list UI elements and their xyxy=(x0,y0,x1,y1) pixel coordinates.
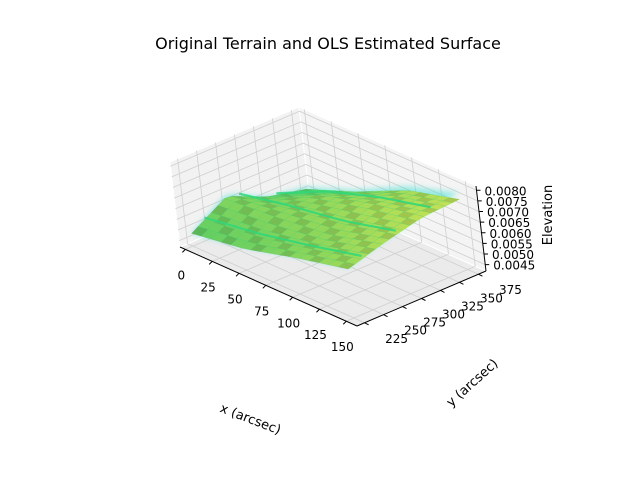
terrain-cell xyxy=(338,190,356,192)
grid-line-x-back xyxy=(438,169,449,255)
grid-line-z-left xyxy=(170,110,300,167)
y-tick-label: 350 xyxy=(480,291,503,305)
terrain-cell xyxy=(317,188,335,190)
y-tick xyxy=(459,281,464,285)
surfaces xyxy=(191,186,461,270)
z-tick-label: 0.0060 xyxy=(490,227,532,241)
x-tick-label: 100 xyxy=(277,316,300,330)
terrain-cell xyxy=(442,191,459,197)
terrain-cell xyxy=(393,186,411,190)
terrain-cell xyxy=(367,189,385,192)
x-tick xyxy=(342,320,347,325)
grid-line-y-floor xyxy=(187,243,365,324)
x-tick-label: 75 xyxy=(254,304,269,318)
terrain-cell xyxy=(307,187,325,190)
grid-line-z-left xyxy=(172,132,303,188)
terrain-cell xyxy=(374,187,392,190)
terrain-cell xyxy=(355,188,373,191)
x-tick xyxy=(182,249,186,253)
terrain-cell xyxy=(298,187,316,190)
terrain-cell xyxy=(384,186,401,190)
z-tick-label: 0.0075 xyxy=(486,195,528,209)
y-axis-label: y (arcsec) xyxy=(444,356,502,410)
y-tick-label: 375 xyxy=(499,283,522,297)
terrain-ridge xyxy=(238,192,397,232)
terrain-cell xyxy=(412,187,430,193)
terrain-ridge xyxy=(204,216,362,257)
x-tick-label: 50 xyxy=(227,292,242,306)
y-tick-label: 250 xyxy=(404,324,427,338)
grid-line-y-left xyxy=(272,118,283,204)
z-tick-label: 0.0055 xyxy=(491,237,533,251)
x-axis-line xyxy=(179,246,358,327)
x-tick xyxy=(316,308,320,313)
grid-line-z-left xyxy=(171,121,301,178)
y-tick-label: 225 xyxy=(385,332,408,346)
grid-line-z-back xyxy=(300,121,478,202)
terrain-cell xyxy=(348,189,366,192)
y-tick-label: 325 xyxy=(461,299,484,313)
terrain-ridges xyxy=(204,190,431,257)
grid-line-z-left xyxy=(174,142,304,199)
terrain-cell xyxy=(365,187,382,190)
x-tick xyxy=(289,296,293,301)
grid-line-z-left xyxy=(175,153,305,210)
x-tick xyxy=(208,261,213,265)
z-tick-label: 0.0050 xyxy=(492,248,534,262)
grid-line-y-floor xyxy=(206,235,384,316)
ols-cell xyxy=(441,197,461,204)
grid-line-x-back xyxy=(303,109,315,195)
x-tick-label: 150 xyxy=(331,340,354,354)
x-tick xyxy=(235,272,240,277)
terrain-cell xyxy=(357,189,375,192)
z-axis-label: Elevation xyxy=(541,185,556,245)
y-tick xyxy=(440,289,445,293)
x-tick-label: 0 xyxy=(178,268,186,282)
terrain-cell xyxy=(432,190,449,196)
y-tick-label: 275 xyxy=(423,316,446,330)
x-axis-label: x (arcsec) xyxy=(218,401,283,438)
terrain-cell xyxy=(327,188,344,190)
y-tick xyxy=(402,306,407,310)
terrain-cell xyxy=(346,189,363,191)
y-tick xyxy=(421,298,426,301)
z-tick-label: 0.0065 xyxy=(488,216,530,230)
terrain-ridge xyxy=(276,190,431,209)
terrain-cell xyxy=(291,188,308,191)
grid-line-z-back xyxy=(303,142,481,223)
grid-line-y-left xyxy=(291,110,302,196)
terrain-cell xyxy=(403,186,420,191)
chart-title: Original Terrain and OLS Estimated Surfa… xyxy=(155,34,501,53)
grid-line-z-back xyxy=(299,110,477,191)
x-tick-label: 125 xyxy=(304,328,327,342)
y-tick xyxy=(478,273,483,277)
y-tick xyxy=(383,314,388,318)
y-tick xyxy=(364,322,369,326)
y-tick-label: 300 xyxy=(442,308,465,322)
grid-line-y-left xyxy=(177,158,188,244)
z-tick-label: 0.0045 xyxy=(493,259,535,273)
grid-line-x-back xyxy=(464,181,476,267)
grid-line-z-left xyxy=(176,164,306,220)
z-tick-label: 0.0080 xyxy=(485,184,527,198)
terrain-cell xyxy=(422,189,440,194)
z-axis-line xyxy=(475,185,487,272)
x-tick-label: 25 xyxy=(201,280,216,294)
x-tick xyxy=(262,284,267,289)
z-tick-label: 0.0070 xyxy=(487,206,529,220)
terrain-cell xyxy=(336,189,354,191)
